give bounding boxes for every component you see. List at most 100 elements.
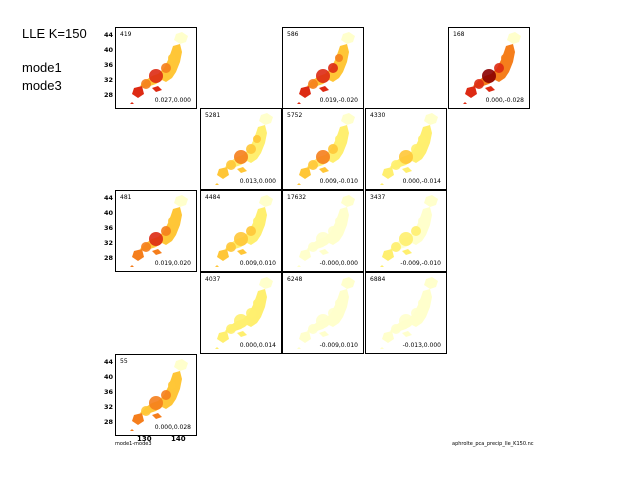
panel-coords: 0.000,-0.028: [485, 97, 524, 104]
intensity-spot: [308, 160, 318, 170]
map-region: [341, 32, 355, 44]
japan-map: [297, 113, 355, 185]
intensity-spot: [161, 63, 171, 73]
map-panel: 481 0.019,0.020: [115, 190, 197, 272]
intensity-spot: [335, 299, 343, 307]
panel-count: 5281: [205, 112, 221, 119]
map-region: [341, 277, 355, 289]
x-tick-label: 140: [171, 435, 186, 443]
japan-map: [215, 195, 273, 267]
japan-map: [380, 277, 438, 349]
map-region: [237, 167, 247, 173]
map-region: [299, 86, 311, 98]
map-svg: [463, 32, 521, 104]
map-region: [259, 277, 273, 289]
map-panel: 168 0.000,-0.028: [448, 27, 530, 109]
panel-coords: 0.027,0.000: [154, 97, 191, 104]
map-panel: 4330 0.000,-0.014: [365, 108, 447, 190]
map-region: [380, 265, 384, 267]
map-region: [299, 331, 311, 343]
y-tick-label: 36: [103, 388, 113, 396]
map-region: [174, 359, 188, 371]
japan-map: [215, 113, 273, 185]
figure-title: LLE K=150: [22, 26, 87, 41]
intensity-spot: [234, 232, 248, 246]
y-tick-label: 36: [103, 224, 113, 232]
panel-coords: -0.009,-0.010: [400, 260, 441, 267]
japan-map: [130, 32, 188, 104]
intensity-spot: [226, 324, 236, 334]
map-panel: 3437 -0.009,-0.010: [365, 190, 447, 272]
map-region: [319, 86, 329, 92]
intensity-spot: [328, 63, 338, 73]
map-svg: [130, 359, 188, 431]
map-svg: [380, 277, 438, 349]
map-region: [259, 113, 273, 125]
mode-label-2: mode3: [22, 78, 62, 93]
intensity-spot: [141, 79, 151, 89]
intensity-spot: [253, 299, 261, 307]
intensity-spot: [411, 226, 421, 236]
intensity-spot: [474, 79, 484, 89]
japan-map: [215, 277, 273, 349]
panel-count: 419: [120, 31, 132, 38]
y-tick-label: 44: [103, 31, 113, 39]
japan-map: [380, 195, 438, 267]
map-region: [297, 183, 301, 185]
panel-coords: 0.009,-0.010: [319, 178, 358, 185]
panel-count: 55: [120, 358, 128, 365]
panel-count: 17632: [287, 194, 307, 201]
intensity-spot: [482, 69, 496, 83]
japan-map: [130, 195, 188, 267]
intensity-spot: [335, 217, 343, 225]
intensity-spot: [308, 324, 318, 334]
intensity-spot: [328, 308, 338, 318]
intensity-spot: [234, 150, 248, 164]
map-svg: [215, 277, 273, 349]
map-region: [382, 167, 394, 179]
map-region: [382, 331, 394, 343]
map-region: [217, 249, 229, 261]
japan-map: [297, 195, 355, 267]
panel-count: 6248: [287, 276, 303, 283]
intensity-spot: [168, 54, 176, 62]
map-panel: 4037 0.000,0.014: [200, 272, 282, 354]
map-region: [319, 331, 329, 337]
map-region: [402, 249, 412, 255]
intensity-spot: [391, 324, 401, 334]
map-region: [132, 413, 144, 425]
map-region: [152, 86, 162, 92]
panel-coords: 0.019,-0.020: [319, 97, 358, 104]
intensity-spot: [418, 217, 426, 225]
map-region: [424, 113, 438, 125]
intensity-spot: [335, 54, 343, 62]
intensity-spot: [226, 160, 236, 170]
map-panel: 419 0.027,0.000: [115, 27, 197, 109]
y-tick-label: 28: [103, 91, 113, 99]
map-svg: [215, 195, 273, 267]
japan-map: [380, 113, 438, 185]
map-region: [237, 331, 247, 337]
map-region: [152, 249, 162, 255]
y-tick-label: 28: [103, 254, 113, 262]
intensity-spot: [316, 150, 330, 164]
map-region: [297, 347, 301, 349]
intensity-spot: [399, 150, 413, 164]
intensity-spot: [411, 144, 421, 154]
map-region: [319, 167, 329, 173]
intensity-spot: [335, 135, 343, 143]
intensity-spot: [391, 242, 401, 252]
panel-coords: 0.000,0.014: [239, 342, 276, 349]
intensity-spot: [316, 69, 330, 83]
intensity-spot: [161, 390, 171, 400]
map-region: [130, 429, 134, 431]
y-tick-label: 32: [103, 403, 113, 411]
panel-coords: -0.000,0.000: [319, 260, 358, 267]
map-svg: [297, 277, 355, 349]
map-region: [341, 195, 355, 207]
map-region: [130, 265, 134, 267]
intensity-spot: [234, 314, 248, 328]
intensity-spot: [328, 226, 338, 236]
map-region: [380, 183, 384, 185]
map-svg: [130, 32, 188, 104]
